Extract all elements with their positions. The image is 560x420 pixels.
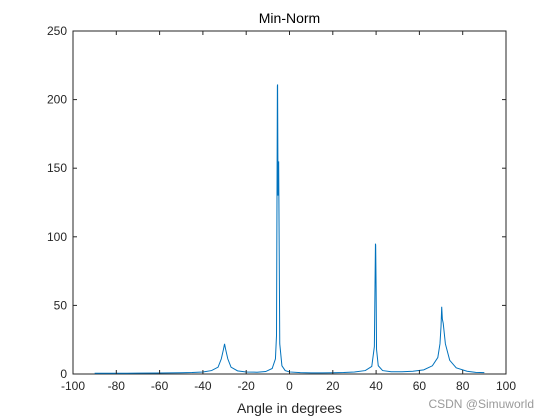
x-axis-label: Angle in degrees (237, 400, 342, 416)
series-layer (94, 84, 485, 374)
x-tick-label-10: 100 (496, 379, 516, 393)
y-tick-label-0: 0 (60, 367, 67, 381)
series-line-0 (94, 84, 485, 374)
x-tick-label-1: -80 (108, 379, 126, 393)
watermark-text: CSDN @Simuworld (428, 397, 534, 411)
y-tick-label-4: 200 (47, 93, 67, 107)
x-tick-label-4: -20 (238, 379, 256, 393)
y-tick-label-2: 100 (47, 230, 67, 244)
x-tick-label-7: 40 (369, 379, 383, 393)
x-tick-label-3: -40 (194, 379, 212, 393)
x-tick-label-5: 0 (286, 379, 293, 393)
x-tick-label-8: 60 (413, 379, 427, 393)
y-tick-label-1: 50 (54, 298, 68, 312)
x-tick-label-9: 80 (456, 379, 470, 393)
y-tick-label-3: 150 (47, 161, 67, 175)
x-tick-label-6: 20 (326, 379, 340, 393)
x-tick-label-0: -100 (61, 379, 85, 393)
tick-layer: -100 -80 -60 -40 -20 0 20 40 60 80 100 0 50 100 150 200… (47, 24, 516, 393)
x-tick-label-2: -60 (151, 379, 169, 393)
y-tick-label-5: 250 (47, 24, 67, 38)
plot-area (72, 30, 507, 375)
chart-title: Min-Norm (259, 10, 320, 26)
